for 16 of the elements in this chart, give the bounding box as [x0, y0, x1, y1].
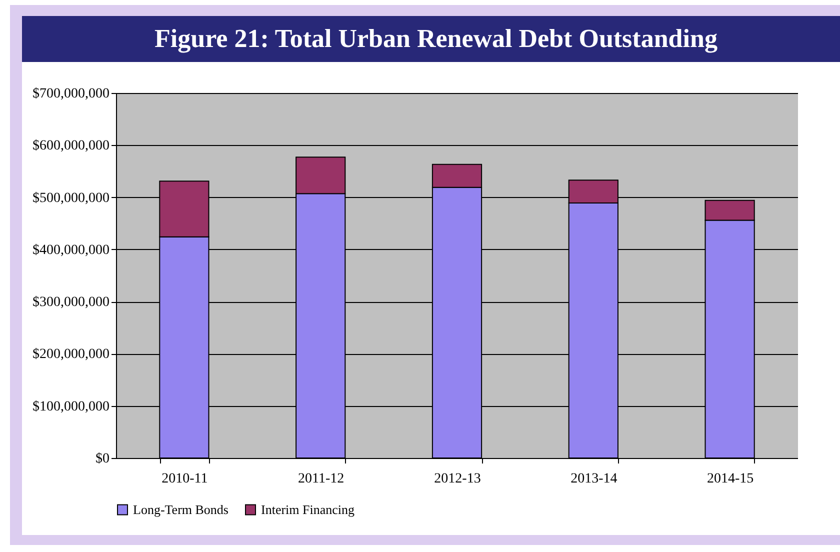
legend-label: Interim Financing [261, 502, 356, 517]
chart-title: Figure 21: Total Urban Renewal Debt Outstanding [22, 16, 840, 62]
y-tick-label: $100,000,000 [32, 399, 110, 414]
y-tick-label: $200,000,000 [32, 347, 110, 362]
y-tick-label: $0 [96, 452, 110, 466]
x-tick-label: 2014-15 [706, 472, 754, 486]
y-tick-label: $400,000,000 [32, 242, 110, 258]
x-tick-label: 2011-12 [298, 472, 344, 486]
legend-label: Long-Term Bonds [133, 502, 228, 517]
y-tick-label: $300,000,000 [32, 295, 110, 310]
x-tick-label: 2012-13 [434, 472, 481, 486]
x-tick-label: 2010-11 [162, 472, 208, 486]
y-tick-label: $500,000,000 [32, 190, 110, 206]
y-tick-label: $700,000,000 [32, 86, 110, 102]
y-tick-label: $600,000,000 [32, 138, 110, 154]
x-tick-label: 2013-14 [570, 472, 618, 486]
